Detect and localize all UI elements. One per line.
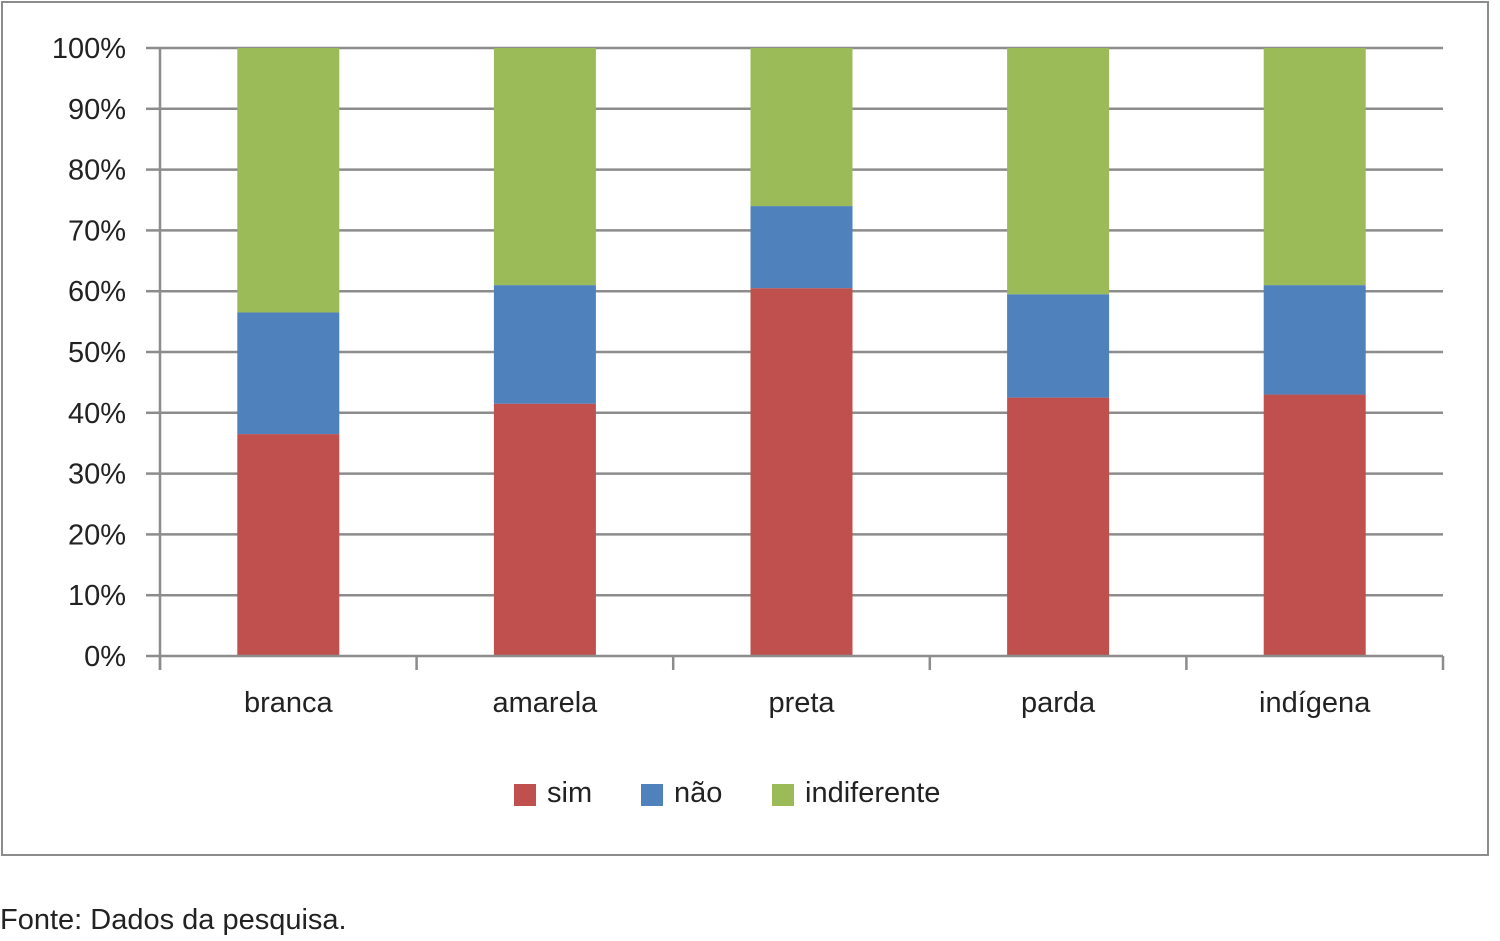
bar-indiferente-indígena	[1263, 48, 1366, 286]
y-tick-label: 60%	[68, 276, 126, 308]
bar-não-branca	[237, 312, 340, 435]
y-tick-label: 90%	[68, 94, 126, 126]
bar-indiferente-branca	[237, 48, 340, 313]
legend-swatch-indiferente	[772, 784, 794, 806]
y-tick-label: 10%	[68, 580, 126, 612]
y-tick-label: 30%	[68, 459, 126, 491]
x-category-label: preta	[768, 687, 835, 719]
bar-indiferente-amarela	[493, 48, 596, 286]
bar-indiferente-preta	[750, 48, 853, 207]
legend-swatch-sim	[514, 784, 536, 806]
y-tick-label: 20%	[68, 519, 126, 551]
legend-label-sim: sim	[547, 777, 592, 809]
y-tick-label: 50%	[68, 337, 126, 369]
bar-não-parda	[1007, 294, 1110, 398]
bar-sim-preta	[750, 288, 853, 656]
legend: sim não indiferente	[514, 777, 940, 809]
bar-sim-branca	[237, 434, 340, 656]
y-tick-label: 100%	[52, 33, 126, 65]
bar-sim-indígena	[1263, 394, 1366, 656]
x-category-label: indígena	[1259, 687, 1371, 719]
bar-sim-amarela	[493, 403, 596, 656]
x-category-label: amarela	[493, 687, 599, 719]
bar-não-preta	[750, 206, 853, 289]
x-category-label: parda	[1021, 687, 1096, 719]
y-tick-label: 40%	[68, 398, 126, 430]
bar-indiferente-parda	[1007, 48, 1110, 295]
source-note: Fonte: Dados da pesquisa.	[0, 904, 347, 936]
bars	[237, 48, 1366, 656]
legend-swatch-não	[641, 784, 663, 806]
bar-não-amarela	[493, 285, 596, 404]
x-category-label: branca	[244, 687, 334, 719]
legend-label-indiferente: indiferente	[805, 777, 940, 809]
bar-sim-parda	[1007, 397, 1110, 656]
stacked-bar-chart: 0% 10% 20% 30% 40% 50% 60% 70% 80% 90% 100% branca a…	[52, 33, 1445, 809]
y-tick-label: 80%	[68, 155, 126, 187]
y-tick-label: 70%	[68, 215, 126, 247]
y-tick-label: 0%	[84, 641, 126, 673]
axes: 0% 10% 20% 30% 40% 50% 60% 70% 80% 90% 100% branca a…	[52, 33, 1445, 719]
legend-label-não: não	[674, 777, 722, 809]
bar-não-indígena	[1263, 285, 1366, 395]
